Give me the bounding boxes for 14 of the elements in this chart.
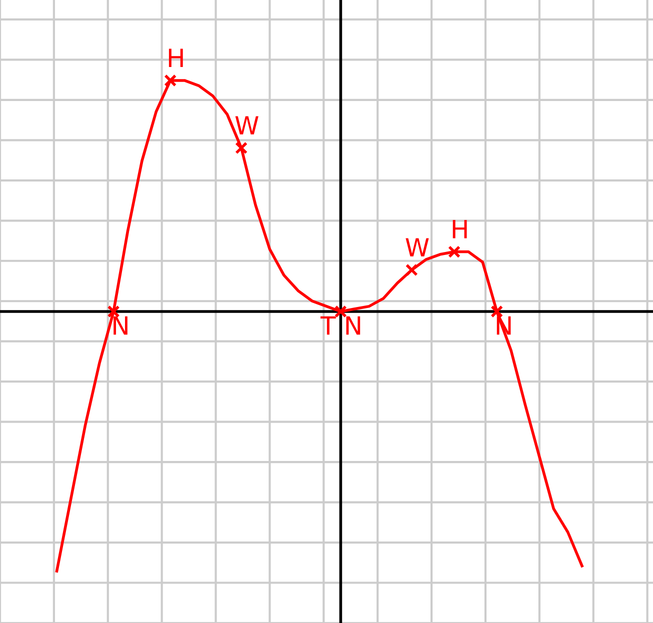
point — [448, 246, 461, 258]
point — [334, 305, 347, 318]
annotation: T — [320, 316, 336, 335]
point — [164, 74, 177, 87]
annotation: H — [168, 48, 183, 67]
annotation: W — [235, 116, 258, 134]
point — [235, 142, 248, 154]
point — [107, 305, 120, 318]
point — [405, 264, 418, 276]
annotation: W — [406, 238, 429, 256]
annotation: N — [114, 316, 128, 335]
annotation: H — [452, 220, 467, 238]
annotation: N — [346, 316, 360, 335]
point — [490, 305, 504, 318]
